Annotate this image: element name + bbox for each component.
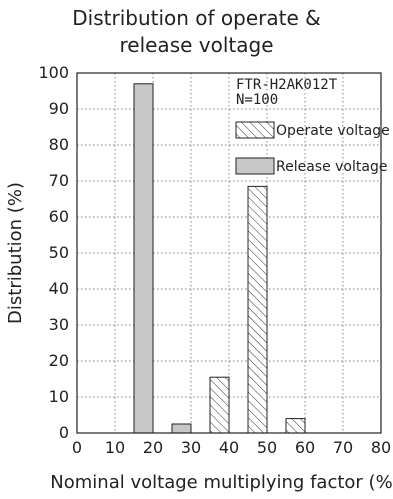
y-axis-label: Distribution (%) (5, 182, 26, 324)
bar-release (133, 83, 154, 434)
y-tick-label: 30 (49, 315, 69, 334)
bar-operate (285, 418, 306, 434)
x-tick-label: 80 (371, 438, 391, 457)
bars (133, 83, 306, 434)
x-tick-label: 40 (219, 438, 239, 457)
x-tick-label: 60 (295, 438, 315, 457)
legend-label-release: Release voltage (276, 159, 387, 175)
tick-labels: 0 10 20 30 40 50 60 70 80 0 10 20 30 40 50 60 70 80 90 100 (38, 63, 391, 457)
y-tick-label: 50 (49, 243, 69, 262)
bar-operate (209, 376, 230, 434)
legend-swatch-operate (235, 121, 275, 139)
y-tick-label: 90 (49, 99, 69, 118)
x-axis-label: Nominal voltage multiplying factor (%) (50, 472, 393, 493)
model-annotation: FTR-H2AK012T (236, 77, 338, 93)
chart-title-line-1: Distribution of operate & (72, 6, 321, 30)
x-tick-label: 30 (181, 438, 201, 457)
x-tick-label: 0 (72, 438, 82, 457)
x-tick-label: 10 (105, 438, 125, 457)
bar-operate (247, 185, 268, 434)
y-tick-label: 60 (49, 207, 69, 226)
plot-frame (76, 72, 382, 434)
y-tick-label: 20 (49, 351, 69, 370)
y-tick-label: 70 (49, 171, 69, 190)
x-tick-label: 70 (333, 438, 353, 457)
y-tick-label: 80 (49, 135, 69, 154)
x-tick-label: 20 (143, 438, 163, 457)
y-tick-label: 40 (49, 279, 69, 298)
legend-swatch-release (235, 157, 275, 175)
bar-release (171, 423, 192, 434)
y-tick-label: 100 (38, 63, 69, 82)
x-tick-label: 50 (257, 438, 277, 457)
legend-label-operate: Operate voltage (276, 123, 390, 139)
sample-size-annotation: N=100 (236, 92, 278, 108)
chart-title-line-2: release voltage (119, 33, 274, 57)
y-tick-label: 0 (59, 423, 69, 442)
y-tick-label: 10 (49, 387, 69, 406)
